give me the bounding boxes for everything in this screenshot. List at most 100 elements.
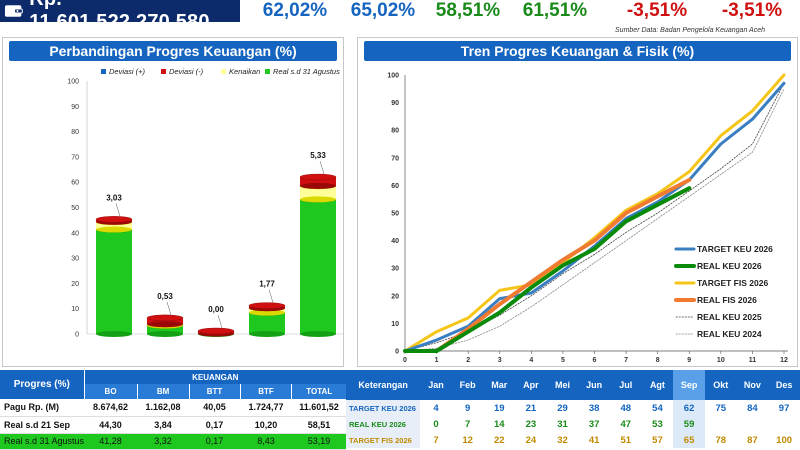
bar-kenaikan-TOTAL-body xyxy=(300,185,336,200)
table-corner: Keterangan xyxy=(346,370,421,400)
table-corner: Progres (%) xyxy=(0,370,85,399)
y-tick-label: 30 xyxy=(71,256,79,263)
line-real-fis-2026 xyxy=(434,177,692,353)
row-label: Real s.d 21 Sep xyxy=(0,416,85,434)
table-cell: 0,17 xyxy=(189,433,240,450)
month-header-feb: Feb xyxy=(451,370,484,400)
table-cell: 23 xyxy=(515,416,547,432)
month-header-sep: Sep xyxy=(673,370,705,400)
percent-indicator-1: 62,02% xyxy=(262,0,328,21)
legend-swatch-2 xyxy=(221,69,226,74)
month-header-jun: Jun xyxy=(578,370,610,400)
table-cell: 7 xyxy=(420,432,452,448)
bar-real-TOTAL-body xyxy=(300,199,336,334)
table-cell: 38 xyxy=(578,400,610,416)
y-tick-label: 50 xyxy=(71,205,79,212)
bar-real-BO-body xyxy=(96,229,132,334)
row-label: REAL KEU 2026 xyxy=(346,416,421,432)
column-header: BM xyxy=(136,384,190,399)
legend-label-3: Real s.d 31 Agustus xyxy=(273,67,340,76)
month-header-okt: Okt xyxy=(704,370,737,400)
bar-deviasi-BM xyxy=(146,314,184,328)
data-label-leader xyxy=(115,203,121,217)
table-cell: 24 xyxy=(515,432,547,448)
table-group-header: KEUANGAN xyxy=(84,370,346,384)
percent-indicator-4: 61,51% xyxy=(522,0,588,21)
table-cell: 3,84 xyxy=(137,416,190,434)
bar-deviasi-BTT-cap xyxy=(197,327,235,335)
source-note: Sumber Data: Badan Pengelola Keuangan Ac… xyxy=(615,27,765,34)
table-cell: 1.724,77 xyxy=(240,399,292,417)
x-tick-label: 8 xyxy=(656,357,660,364)
month-header-jan: Jan xyxy=(420,370,452,400)
month-header-agt: Agt xyxy=(641,370,674,400)
y-tick-label: 50 xyxy=(391,211,399,218)
table-cell xyxy=(736,416,769,432)
table-cell: 47 xyxy=(609,416,642,432)
legend-label-1: REAL KEU 2026 xyxy=(697,261,762,271)
line-target-fis-2026 xyxy=(403,73,786,353)
percent-indicator-6: -3,51% xyxy=(721,0,783,21)
bar-kenaikan-BO-body xyxy=(96,221,132,230)
data-label-leader xyxy=(166,301,172,316)
table-cell: 65 xyxy=(673,432,705,448)
y-tick-label: 10 xyxy=(391,321,399,328)
table-cell: 84 xyxy=(736,400,769,416)
month-header-apr: Apr xyxy=(515,370,547,400)
table-cell: 57 xyxy=(641,432,674,448)
table-cell: 75 xyxy=(704,400,737,416)
bar-real-TOTAL-base xyxy=(300,331,336,337)
legend-swatch-3 xyxy=(265,69,270,74)
row-label: Pagu Rp. (M) xyxy=(0,399,85,417)
table-cell: 53 xyxy=(641,416,674,432)
x-tick-label: 11 xyxy=(749,357,757,364)
column-header: TOTAL xyxy=(291,384,346,399)
bar-deviasi-BO-cap xyxy=(95,216,133,223)
legend-swatch-0 xyxy=(101,69,106,74)
x-tick-label: 2 xyxy=(466,357,470,364)
y-tick-label: 40 xyxy=(391,238,399,245)
table-cell: 21 xyxy=(515,400,547,416)
table-cell: 12 xyxy=(451,432,484,448)
bar-real-TOTAL xyxy=(299,196,337,337)
y-tick-label: 20 xyxy=(71,281,79,288)
table-cell: 11.601,52 xyxy=(291,399,346,417)
bar-deviasi-TOTAL xyxy=(299,173,337,189)
bar-real-BO xyxy=(95,226,133,337)
table-cell xyxy=(768,416,800,432)
table-cell: 58,51 xyxy=(291,416,346,434)
y-tick-label: 100 xyxy=(67,79,79,86)
month-header-mei: Mei xyxy=(546,370,579,400)
bar-real-BTF-body xyxy=(249,312,285,334)
x-tick-label: 4 xyxy=(529,357,533,364)
bar-real-BTF-base xyxy=(249,331,285,337)
bar-deviasi-BTF-cap xyxy=(248,302,286,309)
table-cell: 8,43 xyxy=(240,433,292,450)
table-cell: 1.162,08 xyxy=(137,399,190,417)
y-tick-label: 10 xyxy=(71,306,79,313)
y-tick-label: 60 xyxy=(391,183,399,190)
bar-deviasi-BTF xyxy=(248,302,286,312)
bar-deviasi-BO xyxy=(95,216,133,225)
bar-kenaikan-TOTAL-base xyxy=(300,196,336,203)
data-label-leader xyxy=(217,314,223,329)
table-cell: 53,19 xyxy=(291,433,346,450)
table-row: Real s.d 21 Sep 44,30 3,84 0,17 10,20 58,51 xyxy=(0,416,346,434)
table-cell: 59 xyxy=(673,416,705,432)
y-tick-label: 90 xyxy=(71,104,79,111)
table-cell: 7 xyxy=(451,416,484,432)
table-cell: 78 xyxy=(704,432,737,448)
line-real-keu-2026 xyxy=(403,186,692,353)
bar-real-BM-body xyxy=(147,325,183,334)
bar-real-BO-base xyxy=(96,331,132,337)
x-tick-label: 1 xyxy=(435,357,439,364)
percent-indicator-2: 65,02% xyxy=(350,0,416,21)
left-chart-title: Perbandingan Progres Keuangan (%) xyxy=(9,41,337,61)
bar-deviasi-TOTAL-base xyxy=(300,182,336,189)
legend-label-4: REAL KEU 2025 xyxy=(697,312,762,322)
total-pagu-amount: Rp. 11.601.522.270.580 xyxy=(29,0,210,33)
y-tick-label: 30 xyxy=(391,266,399,273)
table-row: TARGET KEU 2026 4 9 19 21 29 38 48 54 62 75 84 97 xyxy=(346,400,800,416)
x-tick-label: 0 xyxy=(403,357,407,364)
